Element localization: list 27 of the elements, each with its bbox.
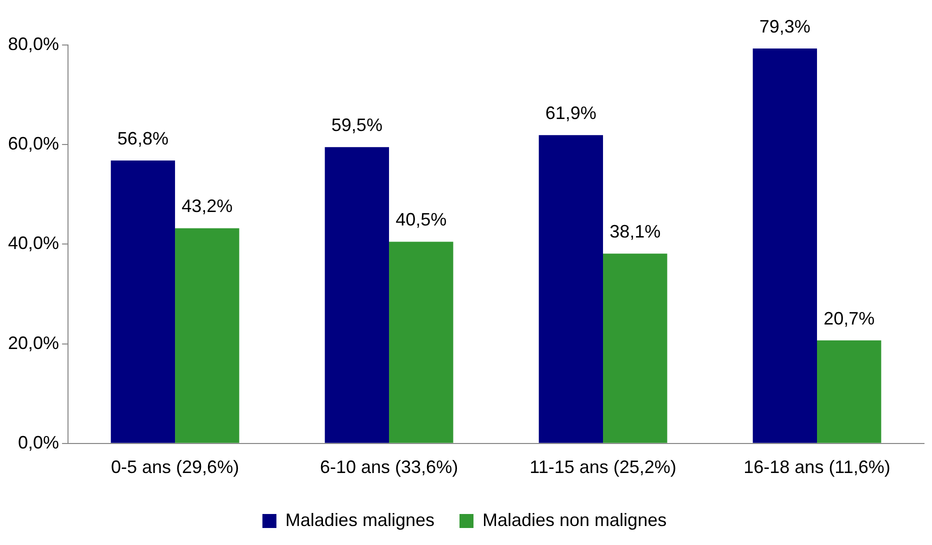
bar — [175, 228, 240, 443]
data-label: 38,1% — [610, 222, 661, 242]
data-label: 59,5% — [331, 115, 382, 136]
data-label: 40,5% — [396, 210, 447, 230]
data-label: 56,8% — [117, 128, 168, 149]
y-tick-label: 20,0% — [8, 332, 60, 353]
x-tick-label: 6-10 ans (33,6%) — [320, 457, 458, 478]
bar — [603, 254, 668, 443]
y-tick-label: 60,0% — [8, 134, 60, 154]
bar — [110, 160, 176, 443]
bar — [817, 340, 882, 443]
legend-label: Maladies non malignes — [482, 510, 667, 530]
bar — [389, 242, 454, 443]
data-label: 43,2% — [182, 196, 233, 216]
data-label: 61,9% — [545, 103, 596, 124]
data-label: 79,3% — [759, 16, 810, 36]
x-tick-label: 16-18 ans (11,6%) — [744, 457, 890, 478]
y-tick-label: 80,0% — [8, 34, 60, 54]
bar — [752, 48, 818, 443]
data-label: 20,7% — [824, 308, 875, 328]
y-tick-label: 40,0% — [8, 233, 60, 254]
legend-label: Maladies malignes — [285, 510, 434, 530]
x-tick-label: 0-5 ans (29,6%) — [110, 457, 240, 478]
bar — [324, 147, 390, 443]
x-tick-label: 11-15 ans (25,2%) — [530, 457, 676, 478]
y-tick-label: 0,0% — [18, 432, 60, 452]
bar — [538, 135, 604, 443]
